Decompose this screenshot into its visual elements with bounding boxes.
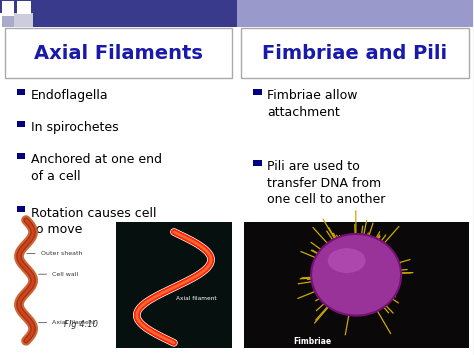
Text: Outer sheath: Outer sheath	[27, 251, 82, 256]
Text: Endoflagella: Endoflagella	[31, 89, 109, 103]
FancyBboxPatch shape	[244, 222, 468, 348]
Text: Fimbriae: Fimbriae	[293, 337, 331, 346]
Bar	[17, 89, 25, 95]
Text: Fimbriae and Pili: Fimbriae and Pili	[263, 44, 447, 63]
Ellipse shape	[311, 234, 401, 316]
Bar	[17, 206, 25, 212]
Bar	[17, 153, 25, 159]
Text: In spirochetes: In spirochetes	[31, 121, 118, 135]
Bar	[14, 13, 33, 27]
Bar	[0, 13, 14, 27]
Bar	[237, 0, 473, 27]
Text: Axial Filaments: Axial Filaments	[34, 44, 203, 63]
Bar	[253, 160, 262, 166]
Text: Axial filament: Axial filament	[38, 320, 96, 325]
Text: Anchored at one end
of a cell: Anchored at one end of a cell	[31, 153, 162, 183]
Bar	[17, 1, 31, 14]
FancyBboxPatch shape	[241, 28, 468, 78]
Text: Cell wall: Cell wall	[38, 272, 79, 277]
Text: Pili are used to
transfer DNA from
one cell to another: Pili are used to transfer DNA from one c…	[267, 160, 386, 207]
Bar	[0, 0, 237, 27]
FancyBboxPatch shape	[5, 28, 232, 78]
Bar	[17, 121, 25, 127]
Bar	[253, 89, 262, 95]
Bar	[2, 1, 14, 15]
Text: Rotation causes cell
to move: Rotation causes cell to move	[31, 207, 156, 236]
Ellipse shape	[328, 248, 365, 273]
Text: Fig 4.10: Fig 4.10	[64, 320, 98, 329]
FancyBboxPatch shape	[116, 222, 232, 348]
Bar	[2, 16, 14, 27]
Text: Fimbriae allow
attachment: Fimbriae allow attachment	[267, 89, 358, 119]
Text: Axial filament: Axial filament	[176, 296, 217, 301]
